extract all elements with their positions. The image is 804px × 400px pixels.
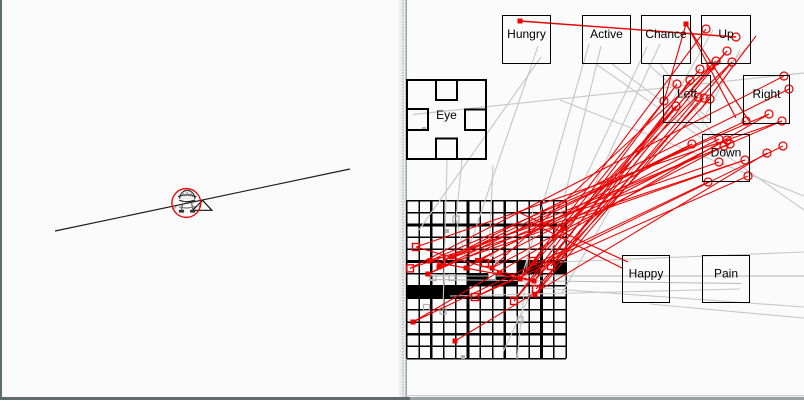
svg-text:Up: Up: [718, 27, 734, 41]
svg-text:Chance: Chance: [645, 27, 687, 41]
svg-text:Right: Right: [752, 87, 781, 101]
svg-text:Left: Left: [677, 87, 698, 101]
svg-text:Pain: Pain: [714, 267, 738, 281]
svg-text:Eye: Eye: [436, 108, 457, 122]
svg-text:Hungry: Hungry: [507, 27, 546, 41]
svg-text:Active: Active: [590, 27, 623, 41]
svg-text:Down: Down: [711, 146, 742, 160]
svg-text:Happy: Happy: [629, 267, 664, 281]
